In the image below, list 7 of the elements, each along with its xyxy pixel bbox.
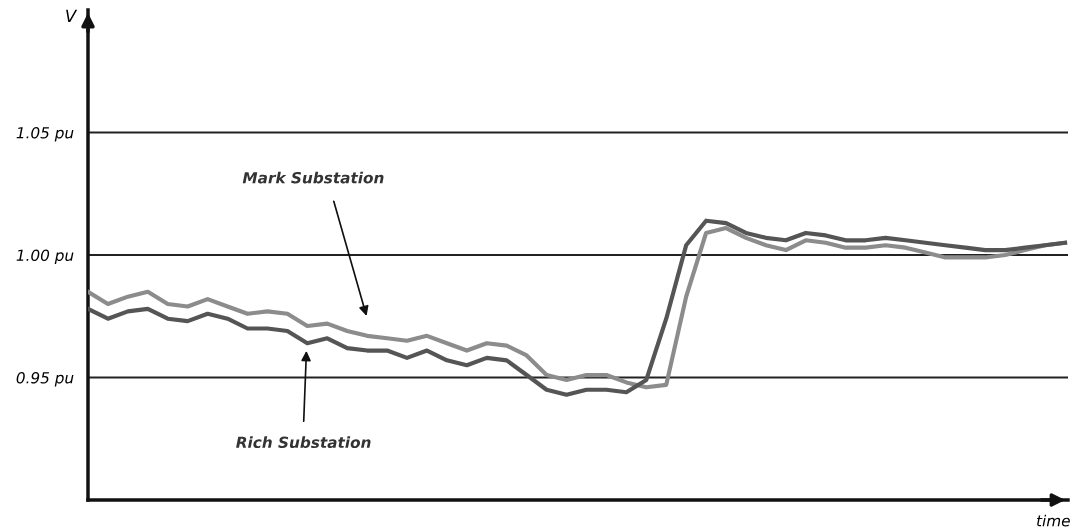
- y-axis-title: V: [66, 9, 78, 22]
- annotation: Rich Substation: [236, 436, 371, 449]
- y-tick-label: 1.00 pu: [16, 249, 74, 264]
- y-tick-label: 0.95 pu: [16, 371, 74, 387]
- annotation: Mark Substation: [242, 171, 384, 184]
- x-axis-title: time: [1037, 514, 1070, 527]
- y-tick-label: 1.05 pu: [16, 126, 74, 142]
